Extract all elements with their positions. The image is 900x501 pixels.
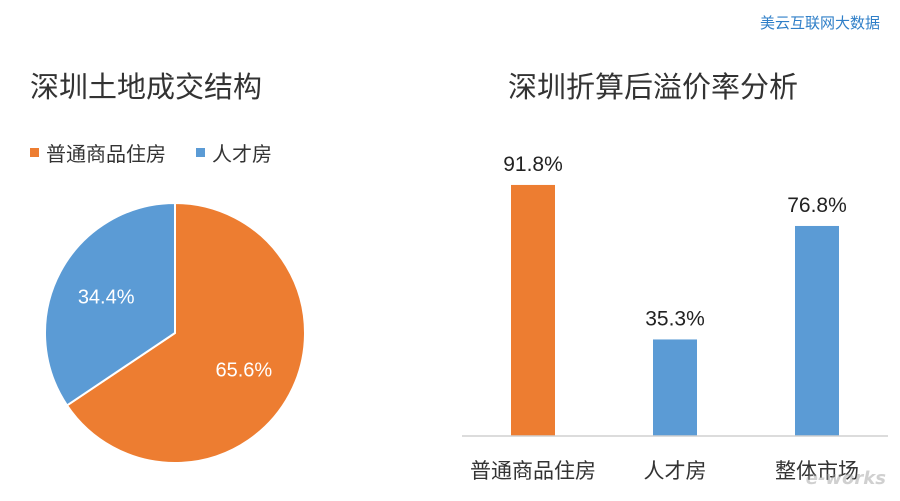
legend-label: 普通商品住房	[46, 142, 166, 166]
bar	[511, 184, 555, 436]
category-label: 整体市场	[775, 459, 859, 483]
category-label: 普通商品住房	[470, 459, 596, 483]
legend-swatch	[196, 148, 205, 157]
legend-item-commercial-housing: 普通商品住房	[30, 138, 166, 167]
pie-slice	[44, 201, 176, 407]
category-label: 人才房	[644, 459, 707, 483]
bar-value-label: 76.8%	[787, 194, 847, 217]
bar-chart-title: 深圳折算后溢价率分析	[508, 70, 799, 104]
source-label: 美云互联网大数据	[759, 14, 880, 32]
legend-item-talent-housing: 人才房	[196, 138, 272, 167]
bar-value-label: 35.3%	[645, 307, 705, 330]
bar	[653, 339, 697, 436]
pie-slice	[65, 201, 306, 464]
legend-swatch	[30, 148, 39, 157]
pie-slice-label: 65.6%	[215, 360, 272, 382]
bar	[795, 225, 839, 436]
legend-label: 人才房	[212, 142, 272, 166]
pie-chart-title: 深圳土地成交结构	[30, 70, 263, 104]
pie-slice-label: 34.4%	[78, 286, 135, 308]
bar-value-label: 91.8%	[503, 153, 563, 176]
pie-legend: 普通商品住房 人才房	[30, 138, 302, 167]
watermark: e-works	[805, 468, 886, 489]
